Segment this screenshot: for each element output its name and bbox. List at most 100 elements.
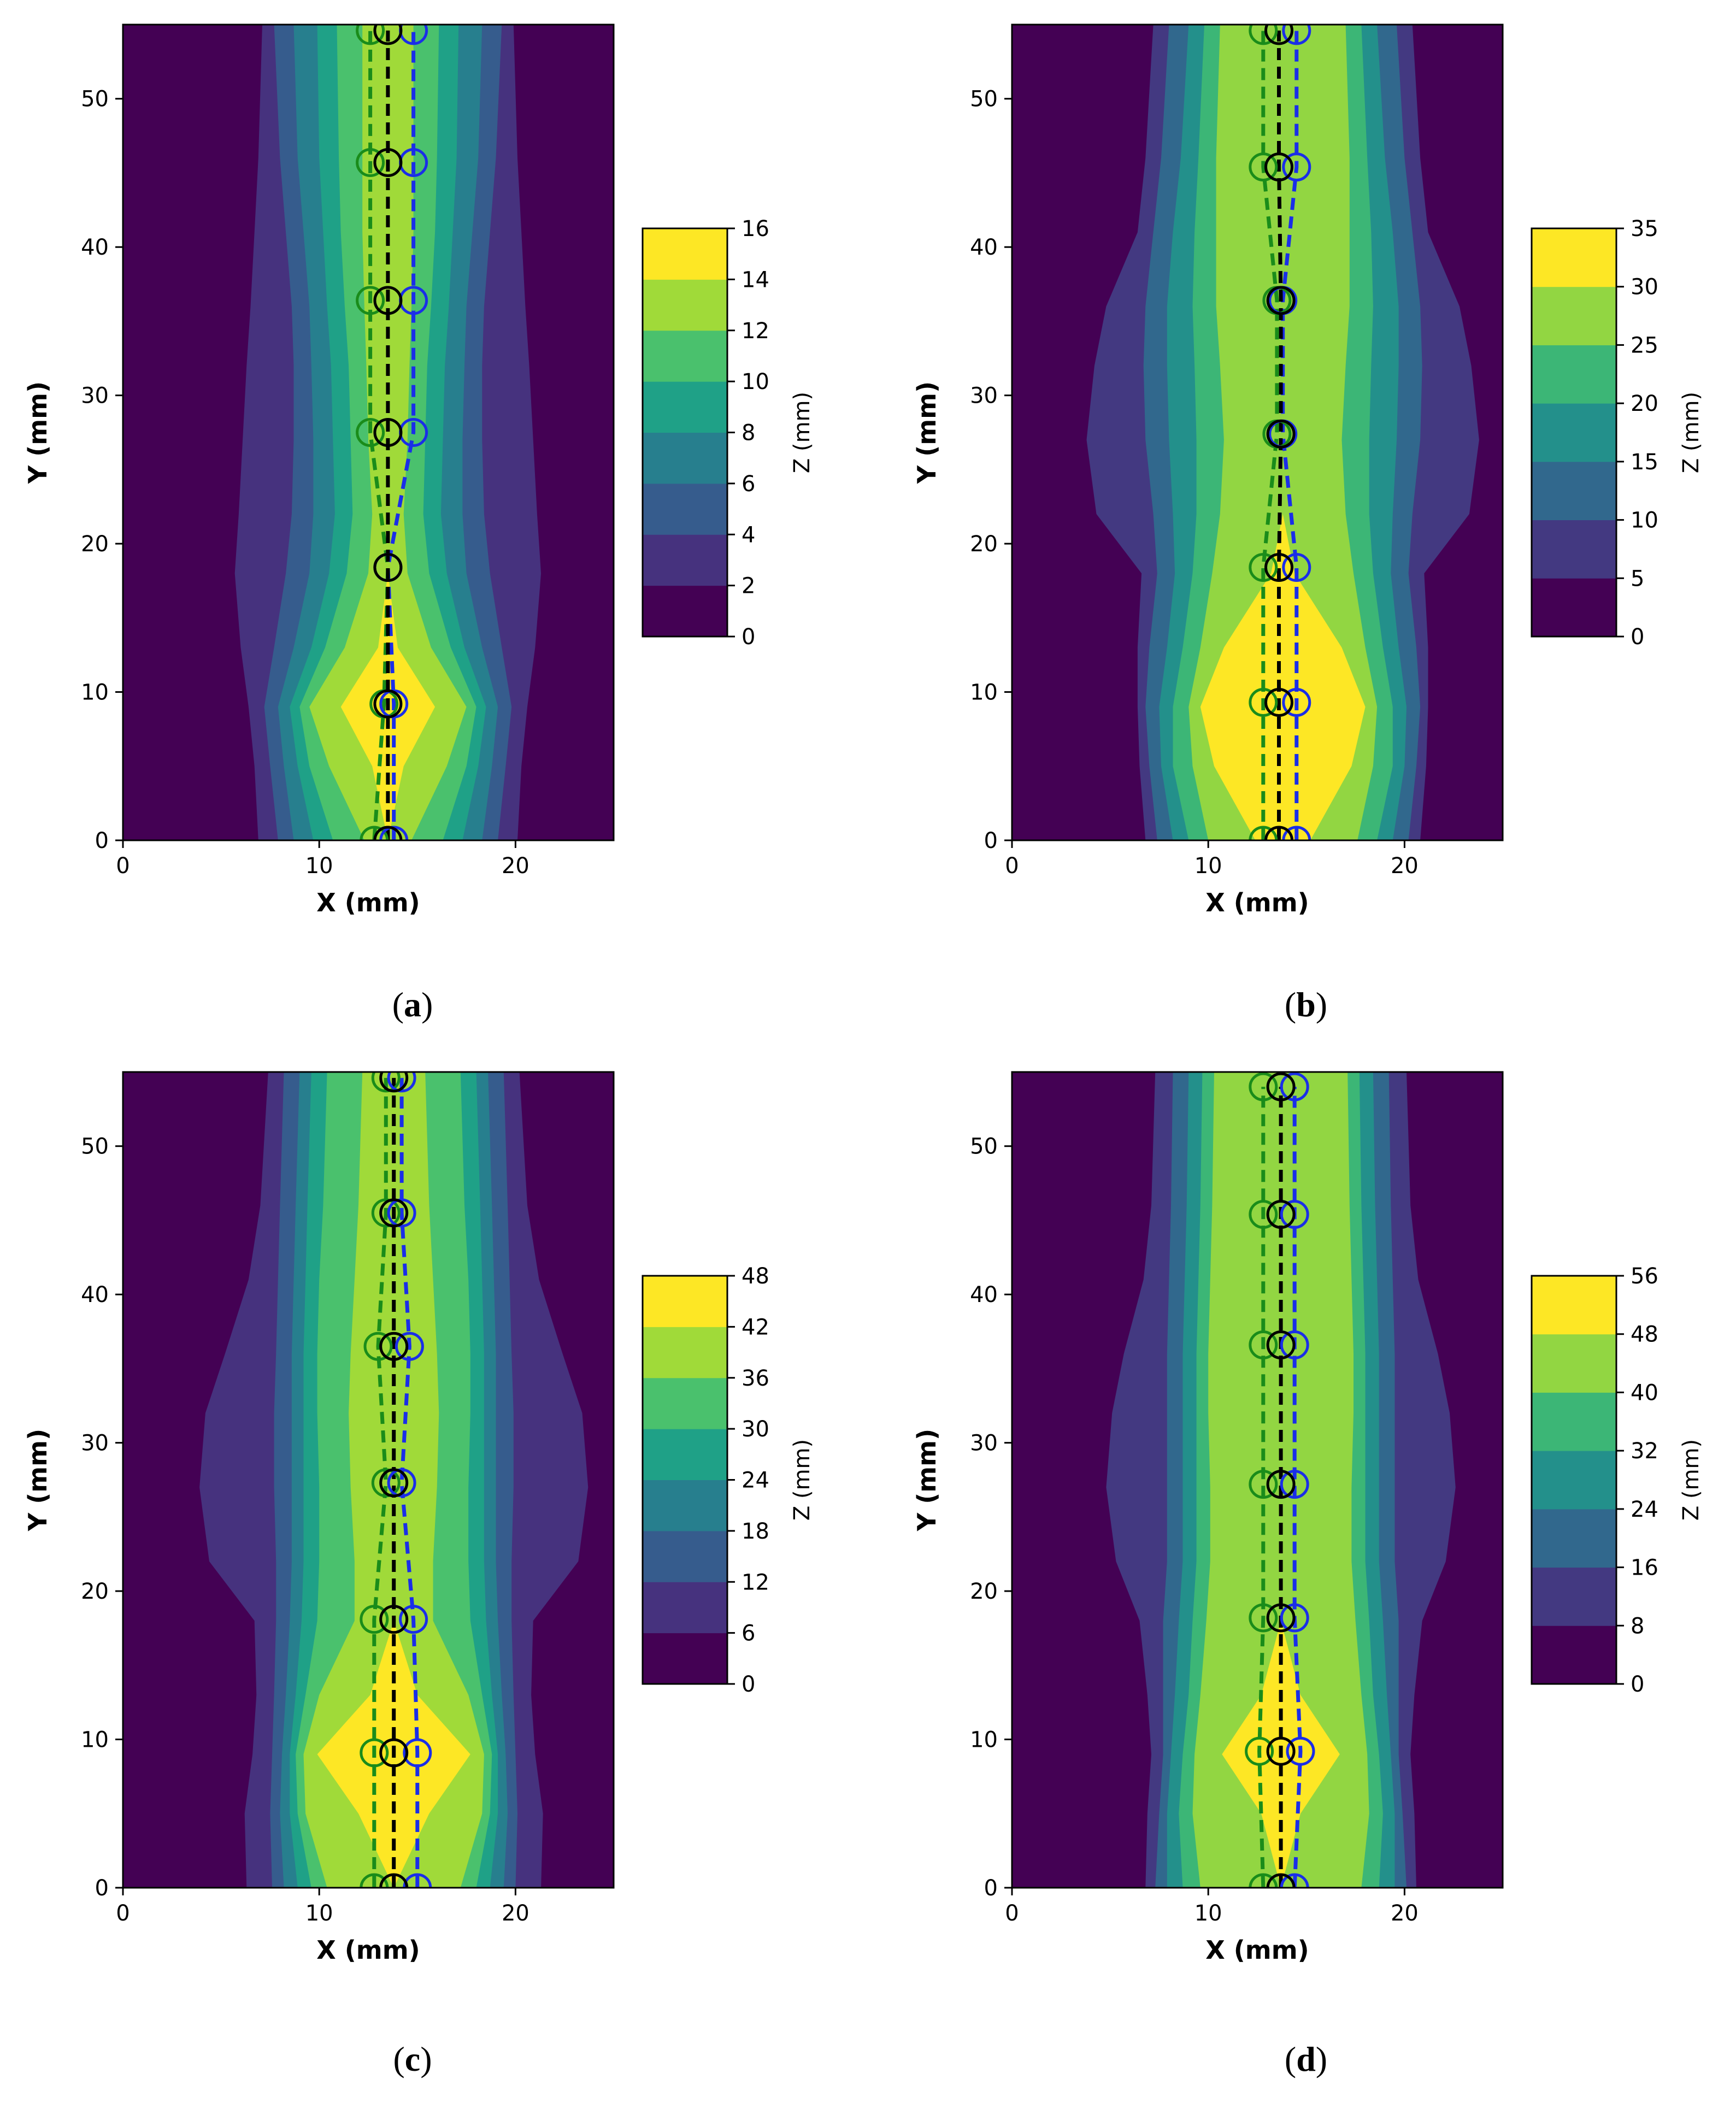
colorbar-tick-label: 32	[1631, 1439, 1658, 1464]
colorbar-segment	[643, 1377, 727, 1429]
marker-blue	[1282, 553, 1311, 582]
colorbar-tick-label: 0	[742, 625, 755, 650]
colorbar-segment	[643, 1480, 727, 1531]
marker-black	[1266, 1736, 1296, 1766]
y-axis-label: Y (mm)	[912, 1429, 941, 1531]
panel-caption: (a)	[392, 985, 433, 1024]
y-tick-label: 40	[970, 1282, 998, 1307]
x-tick-label: 10	[305, 1901, 333, 1926]
panel-a: 0 10 20 0 10 20 30 40 50 X (mm) Y (mm) 0 2 4 6 8 10 12 14 1…	[23, 23, 815, 1024]
marker-black	[1264, 688, 1293, 717]
marker-green	[1249, 1873, 1278, 1888]
colorbar-tick-label: 48	[742, 1264, 769, 1289]
colorbar-tick-label: 48	[1631, 1322, 1658, 1347]
marker-black	[373, 689, 403, 718]
colorbar: 0 6 12 18 24 30 36 42 48 Z (mm)	[642, 1264, 815, 1697]
colorbar-tick-label: 20	[1631, 391, 1658, 416]
y-tick-label: 50	[970, 87, 998, 112]
marker-green	[360, 1873, 389, 1888]
marker-black	[1266, 1873, 1296, 1888]
y-tick-label: 10	[81, 1728, 109, 1753]
axes-frame	[1011, 23, 1504, 841]
colorbar-segment	[1532, 1392, 1616, 1451]
colorbar-segment	[1532, 1567, 1616, 1626]
y-axis-label: Y (mm)	[912, 381, 941, 484]
colorbar-tick-label: 15	[1631, 450, 1658, 475]
colorbar-segment	[643, 1582, 727, 1634]
colorbar-tick-label: 16	[1631, 1556, 1658, 1581]
marker-blue	[387, 1468, 416, 1498]
marker-blue	[1280, 1873, 1309, 1888]
colorbar-tick-label: 16	[742, 216, 769, 241]
colorbar-segment	[643, 1276, 727, 1327]
marker-black	[1264, 553, 1293, 582]
colorbar-tick-label: 42	[742, 1315, 769, 1340]
panel-d: 0 10 20 0 10 20 30 40 50 X (mm) Y (mm) 0 8 16 24 32 40 48…	[912, 1071, 1704, 2078]
marker-blue	[1282, 826, 1311, 840]
marker-blue	[1280, 1330, 1309, 1359]
marker-black	[373, 148, 403, 177]
marker-blue	[403, 1738, 432, 1768]
x-tick-label: 0	[116, 853, 130, 879]
marker-black	[373, 826, 403, 840]
colorbar-tick-label: 30	[1631, 275, 1658, 300]
marker-green	[1249, 25, 1278, 45]
colorbar-tick-label: 0	[742, 1672, 755, 1697]
marker-green	[356, 148, 385, 177]
colorbar-segment	[643, 534, 727, 586]
y-axis-label: Y (mm)	[23, 381, 52, 484]
marker-black	[379, 1873, 409, 1888]
marker-green	[371, 1198, 401, 1228]
y-tick-label: 50	[970, 1134, 998, 1159]
marker-black	[1264, 826, 1293, 840]
y-tick-label: 20	[81, 532, 109, 557]
x-tick-label: 0	[116, 1901, 130, 1926]
contour-band-6	[1200, 25, 1366, 840]
colorbar-tick-label: 8	[742, 421, 755, 446]
colorbar-tick-label: 14	[742, 267, 769, 292]
marker-black	[1266, 1200, 1296, 1229]
colorbar-tick-label: 10	[742, 369, 769, 394]
contour-band-7	[340, 25, 436, 840]
colorbar-segment	[1532, 1509, 1616, 1568]
marker-blue	[1280, 1470, 1309, 1499]
marker-green	[1249, 553, 1278, 582]
marker-blue	[399, 1605, 428, 1634]
path-line-green	[1257, 1087, 1266, 1888]
marker-green	[360, 1738, 389, 1768]
colorbar-segment	[1532, 228, 1616, 287]
path-line-green	[372, 1077, 388, 1888]
marker-blue	[1280, 1072, 1309, 1101]
marker-black	[373, 553, 403, 582]
colorbar-segment	[1532, 403, 1616, 462]
y-tick-label: 20	[81, 1579, 109, 1604]
path-line-black	[1277, 30, 1283, 840]
panel-caption: (c)	[393, 2040, 432, 2078]
marker-black	[1264, 152, 1293, 182]
marker-black	[1266, 1072, 1296, 1101]
colorbar-label: Z (mm)	[1679, 1439, 1704, 1521]
marker-blue	[395, 1332, 424, 1361]
colorbar-tick-label: 30	[742, 1417, 769, 1442]
colorbar-frame	[1531, 227, 1617, 638]
marker-blue	[387, 1072, 416, 1093]
colorbar-segment	[1532, 1276, 1616, 1335]
marker-black	[379, 1468, 409, 1498]
x-axis-label: X (mm)	[1205, 1935, 1309, 1965]
colorbar-tick-label: 25	[1631, 333, 1658, 358]
axes-frame	[122, 23, 615, 841]
colorbar-label: Z (mm)	[1679, 392, 1704, 473]
y-tick-label: 0	[984, 1876, 998, 1901]
x-axis-label: X (mm)	[316, 888, 420, 917]
colorbar-tick-label: 4	[742, 522, 755, 547]
colorbar-segment	[1532, 286, 1616, 345]
colorbar: 0 2 4 6 8 10 12 14 16 Z (mm)	[642, 216, 815, 650]
x-tick-label: 20	[1391, 853, 1419, 879]
x-tick-label: 20	[502, 853, 529, 879]
colorbar-tick-label: 8	[1631, 1613, 1644, 1639]
contour-band-6	[1222, 1072, 1340, 1888]
path-line-blue	[399, 1077, 420, 1888]
marker-green	[1245, 1736, 1274, 1766]
colorbar-tick-label: 36	[742, 1366, 769, 1391]
y-tick-label: 30	[970, 1431, 998, 1456]
